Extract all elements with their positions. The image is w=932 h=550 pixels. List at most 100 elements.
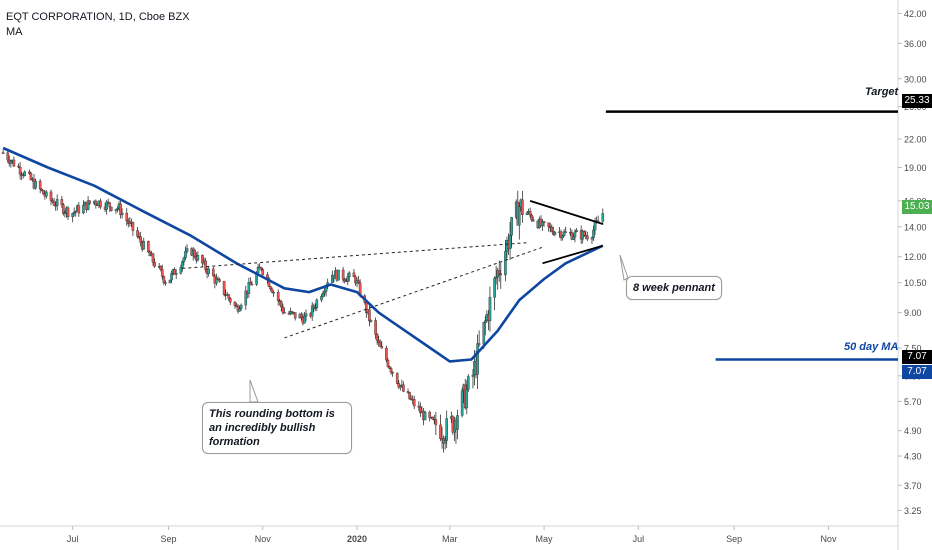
pennant-upper-line bbox=[529, 199, 604, 225]
y-tick-label: 19.00 bbox=[904, 163, 927, 173]
y-tick-label: 42.00 bbox=[904, 9, 927, 19]
candle-body bbox=[541, 221, 544, 226]
candle-body bbox=[52, 201, 56, 206]
candle-body bbox=[590, 237, 594, 240]
y-tick-label: 14.00 bbox=[904, 222, 927, 232]
candle-body bbox=[201, 254, 204, 264]
x-tick-label: Nov bbox=[255, 534, 272, 544]
candle-body bbox=[227, 294, 231, 299]
candle-body bbox=[531, 219, 535, 222]
candle-body bbox=[601, 213, 605, 222]
candle-body bbox=[136, 230, 139, 237]
candle-body bbox=[460, 390, 464, 416]
candle-body bbox=[40, 188, 44, 191]
candle-body bbox=[164, 282, 167, 284]
candle-body bbox=[74, 211, 78, 213]
candle-body bbox=[9, 160, 13, 164]
x-tick-label: Jul bbox=[633, 534, 645, 544]
candle-body bbox=[508, 235, 512, 250]
candle-body bbox=[72, 211, 76, 214]
candle-body bbox=[439, 424, 442, 439]
candle-body bbox=[215, 278, 218, 284]
candle-body bbox=[256, 266, 260, 274]
y-tick-label: 5.70 bbox=[904, 397, 922, 407]
candle-body bbox=[66, 207, 70, 218]
candle-body bbox=[445, 418, 448, 441]
x-tick-label: Sep bbox=[726, 534, 742, 544]
y-tick-label: 36.00 bbox=[904, 39, 927, 49]
candle-body bbox=[320, 296, 323, 301]
candle-body bbox=[428, 411, 431, 418]
pennant-lower-line bbox=[542, 244, 604, 265]
candle-body bbox=[586, 235, 589, 240]
candle-body bbox=[573, 231, 577, 238]
candle-body bbox=[504, 251, 507, 276]
candle-body bbox=[62, 204, 65, 214]
candle-body bbox=[159, 266, 163, 270]
y-tick-label: 22.00 bbox=[904, 134, 927, 144]
candle-body bbox=[465, 389, 469, 409]
candle-body bbox=[346, 276, 350, 282]
candle-body bbox=[368, 309, 371, 322]
candle-body bbox=[357, 280, 360, 284]
candle-body bbox=[244, 290, 248, 306]
candle-body bbox=[276, 291, 280, 302]
candle-body bbox=[216, 278, 220, 280]
candle-body bbox=[261, 269, 265, 275]
last-price-tag: 15.03 bbox=[902, 200, 932, 214]
candle-body bbox=[18, 166, 22, 175]
candle-body bbox=[28, 171, 31, 174]
candle-body bbox=[41, 189, 45, 195]
candle-body bbox=[120, 212, 124, 216]
candle-body bbox=[471, 374, 475, 377]
candle-body bbox=[562, 231, 566, 236]
candle-body bbox=[259, 267, 263, 270]
candle-body bbox=[283, 312, 286, 314]
candle-body bbox=[238, 308, 241, 312]
candle-body bbox=[592, 229, 595, 239]
candle-body bbox=[354, 276, 357, 284]
candle-body bbox=[488, 297, 492, 321]
candle-body bbox=[29, 173, 33, 180]
candle-body bbox=[125, 212, 129, 221]
candle-body bbox=[94, 200, 98, 205]
candle-body bbox=[482, 322, 486, 345]
candle-body bbox=[369, 320, 373, 322]
candle-body bbox=[153, 262, 156, 267]
candle-body bbox=[109, 206, 113, 211]
candle-body bbox=[290, 311, 294, 313]
ma-price-tag-black: 7.07 bbox=[902, 350, 932, 364]
candle-body bbox=[250, 283, 254, 286]
candle-body bbox=[377, 340, 380, 343]
candle-body bbox=[323, 291, 326, 294]
candle-body bbox=[300, 314, 303, 318]
candle-body bbox=[60, 199, 64, 205]
candle-body bbox=[521, 199, 524, 215]
candle-body bbox=[174, 273, 178, 275]
candle-body bbox=[173, 269, 176, 275]
y-tick-label: 12.00 bbox=[904, 252, 927, 262]
candle-body bbox=[456, 415, 459, 430]
candle-body bbox=[267, 278, 271, 287]
y-tick-label: 3.70 bbox=[904, 481, 922, 491]
candle-body bbox=[343, 279, 346, 282]
pennant-callout: 8 week pennant bbox=[626, 276, 722, 300]
candle-body bbox=[218, 279, 221, 282]
candle-body bbox=[51, 200, 54, 203]
candle-body bbox=[385, 347, 388, 361]
candle-body bbox=[303, 315, 306, 324]
candle-body bbox=[280, 301, 283, 308]
candle-body bbox=[315, 299, 319, 308]
candle-body bbox=[402, 384, 405, 392]
candle-body bbox=[151, 253, 155, 263]
candle-body bbox=[289, 311, 292, 315]
candle-body bbox=[564, 231, 567, 233]
candle-body bbox=[572, 236, 575, 240]
candle-body bbox=[160, 269, 164, 277]
candle-body bbox=[443, 440, 447, 444]
candle-body bbox=[352, 272, 356, 278]
candle-body bbox=[162, 276, 166, 283]
candle-body bbox=[1, 152, 5, 154]
